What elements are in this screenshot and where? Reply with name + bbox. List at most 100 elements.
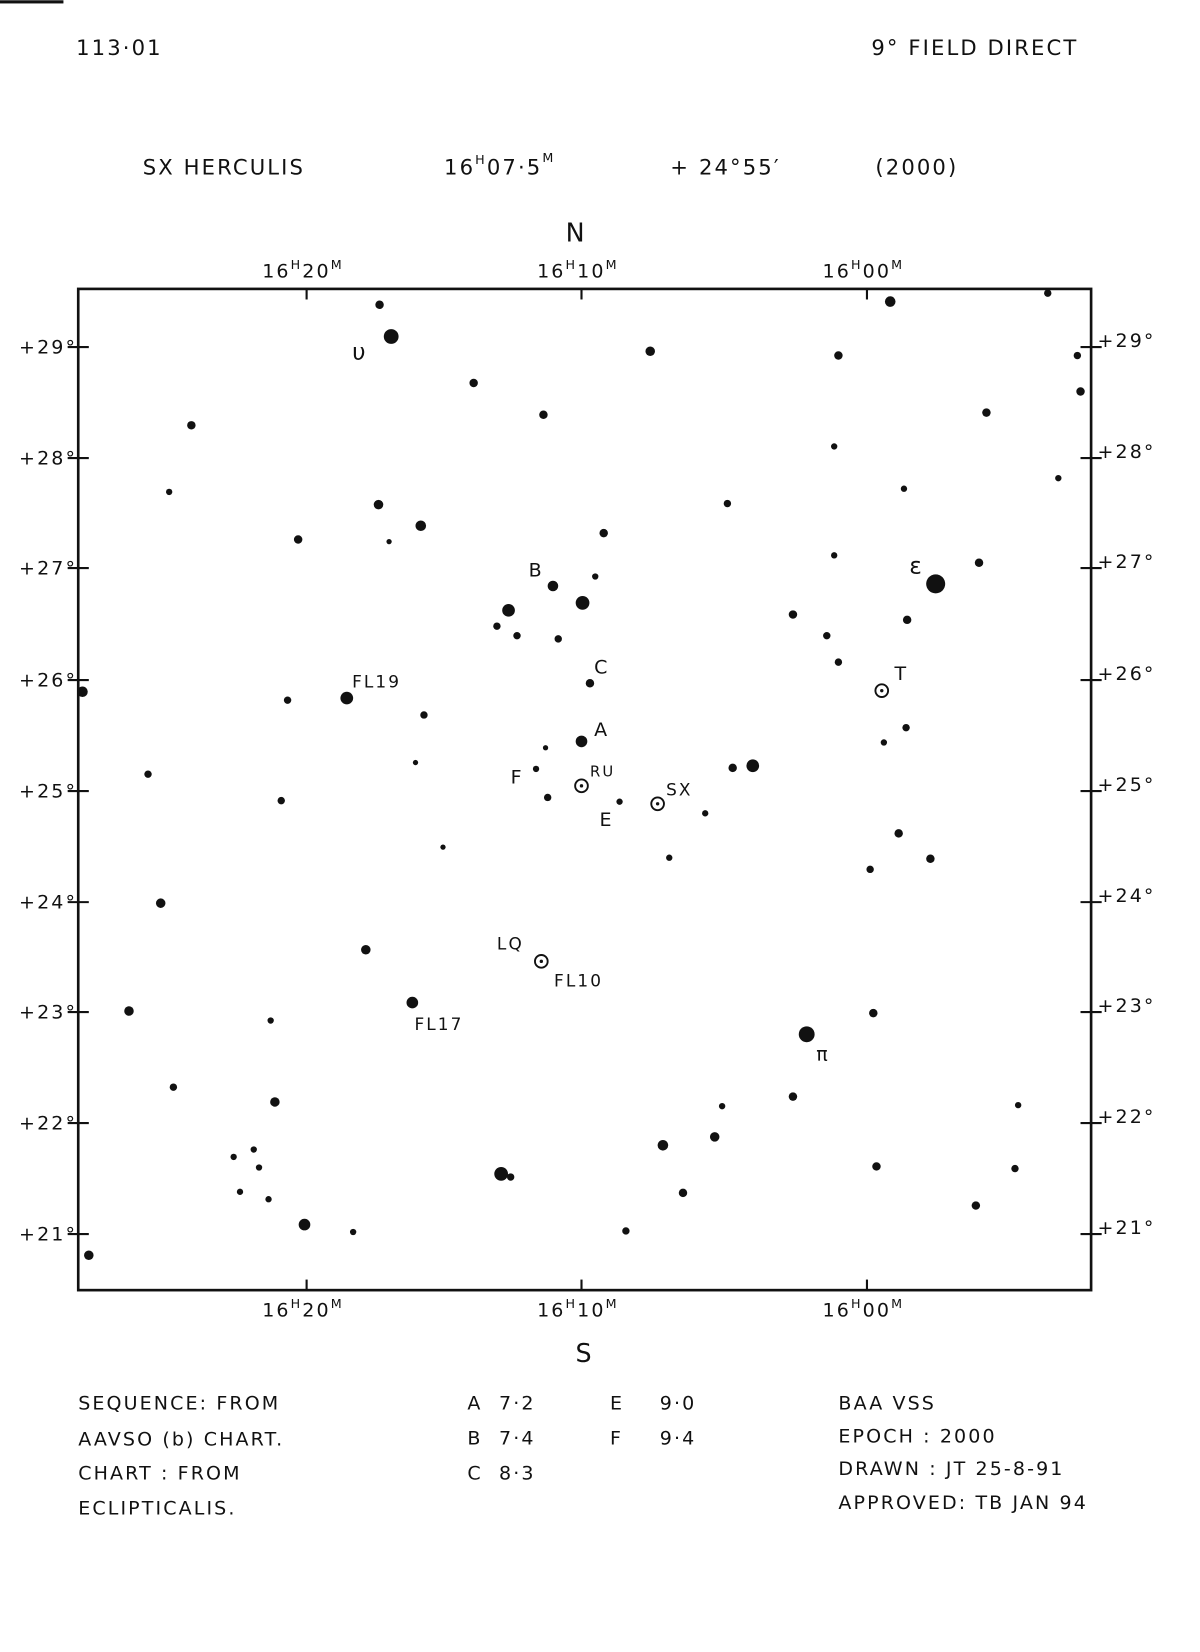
- dec-label: +21°: [19, 1223, 77, 1245]
- star: [547, 580, 559, 592]
- star-label: υ: [352, 339, 368, 366]
- star-label: ε: [909, 552, 924, 579]
- note: AAVSO (b) CHART.: [78, 1429, 284, 1451]
- stars: [77, 289, 1085, 1261]
- star: [894, 829, 903, 838]
- north: N: [566, 217, 587, 247]
- star: [277, 796, 285, 805]
- ra-label: 16H20M: [262, 257, 344, 282]
- star: [788, 610, 798, 619]
- star: [494, 1166, 509, 1181]
- star-label: LQ: [497, 934, 524, 954]
- star-label: SX: [666, 779, 693, 799]
- credit: DRAWN : JT 25-8-91: [838, 1458, 1064, 1480]
- sequence-star: E: [610, 1393, 624, 1415]
- variable-star: [880, 688, 884, 693]
- credit: BAA VSS: [838, 1393, 936, 1415]
- unit: M: [331, 257, 344, 272]
- star: [592, 573, 599, 580]
- star: [1055, 474, 1062, 482]
- field-note: 9° FIELD DIRECT: [871, 35, 1078, 60]
- star: [831, 552, 838, 559]
- star: [723, 499, 732, 508]
- star: [971, 1201, 981, 1210]
- star-label: E: [599, 809, 613, 831]
- star: [788, 1092, 798, 1101]
- edge-mark: [0, 0, 64, 4]
- star: [375, 300, 384, 309]
- ra-label: 16H20M: [262, 1296, 344, 1321]
- note: SEQUENCE: FROM: [78, 1393, 280, 1415]
- star: [1073, 351, 1082, 360]
- star: [349, 1228, 357, 1236]
- ra-hours: 16: [823, 1300, 851, 1322]
- star: [265, 1196, 272, 1203]
- star: [539, 410, 548, 419]
- variable-star-ring: [534, 954, 549, 969]
- unit: H: [566, 1296, 578, 1311]
- star: [406, 996, 419, 1009]
- sequence-mag: 7·2: [499, 1393, 536, 1415]
- credit: APPROVED: TB JAN 94: [838, 1492, 1088, 1514]
- star-label: F: [511, 767, 524, 789]
- dec-label: +29°: [1097, 330, 1155, 352]
- ra-hours: 16: [444, 155, 475, 180]
- star: [823, 631, 831, 640]
- star: [834, 658, 843, 666]
- dec-label: +27°: [19, 557, 77, 579]
- unit: M: [891, 257, 904, 272]
- note: CHART : FROM: [78, 1462, 241, 1484]
- dec-label: +22°: [19, 1112, 77, 1134]
- dec-label: +28°: [1097, 441, 1155, 463]
- star: [283, 696, 292, 704]
- star-label: RU: [590, 763, 615, 780]
- labels: υ B C A F RU E SX FL19 Tε LQ FL10 FL17 π: [352, 339, 924, 1066]
- dec: + 24°55′: [670, 155, 780, 180]
- star: [230, 1153, 237, 1161]
- star: [702, 810, 709, 817]
- chart-id: 113·01: [76, 35, 163, 60]
- star: [532, 765, 540, 773]
- star: [884, 296, 896, 307]
- dec-label: +21°: [1097, 1217, 1155, 1239]
- ra-hours: 16: [262, 1300, 290, 1322]
- star: [900, 485, 908, 492]
- star: [880, 739, 888, 746]
- unit: M: [606, 1296, 619, 1311]
- star: [866, 865, 874, 874]
- ra-hours: 16: [262, 260, 290, 282]
- star: [575, 596, 590, 610]
- unit: M: [606, 257, 619, 272]
- star: [144, 770, 152, 778]
- star-label: FL10: [554, 971, 603, 991]
- star-name: SX HERCULIS: [143, 155, 305, 180]
- star-label: A: [594, 719, 609, 741]
- star: [373, 499, 384, 510]
- star: [469, 378, 478, 388]
- star: [554, 635, 562, 643]
- unit: H: [475, 152, 487, 167]
- star: [926, 574, 946, 594]
- star-label: FL17: [414, 1014, 463, 1034]
- sequence-star: F: [610, 1428, 623, 1450]
- epoch: (2000): [875, 155, 958, 180]
- ra-minutes: 20: [302, 260, 330, 282]
- star-label: C: [594, 657, 609, 679]
- star: [1076, 387, 1085, 396]
- star: [746, 759, 760, 773]
- star-label: T: [893, 663, 908, 685]
- star: [440, 844, 446, 850]
- unit: M: [542, 150, 555, 165]
- dec-label: +27°: [1097, 551, 1155, 573]
- star: [340, 691, 354, 705]
- dec-label: +26°: [1097, 663, 1155, 685]
- unit: H: [851, 1296, 863, 1311]
- sequence-mag: 8·3: [499, 1462, 536, 1484]
- ra-hours: 16: [537, 260, 565, 282]
- sequence-mag: 9·4: [660, 1428, 697, 1450]
- star: [678, 1188, 688, 1198]
- star: [187, 421, 196, 430]
- star: [412, 759, 419, 766]
- ra-minutes: 07·5: [487, 155, 543, 180]
